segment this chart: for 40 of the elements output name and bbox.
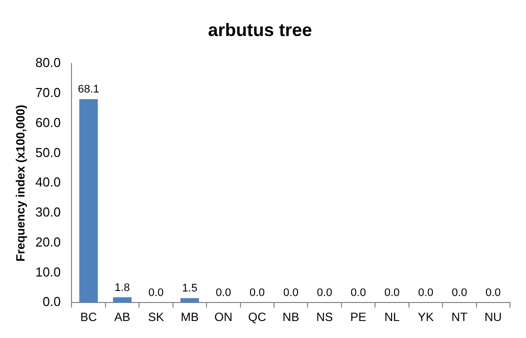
data-label: 1.5 [182,282,198,295]
data-label: 0.0 [384,287,400,300]
y-tick-label: 0.0 [42,294,61,310]
y-axis-title: Frequency index (x100,000) [14,104,28,262]
x-tick-label: NL [384,310,400,324]
data-label: 0.0 [452,287,468,300]
bar [113,297,132,303]
y-tick-label: 70.0 [35,85,61,100]
x-tick-label: NB [282,310,300,324]
x-tick-label: NS [316,310,333,324]
x-tick-label: SK [148,310,164,324]
data-label: 0.0 [418,287,434,300]
chart-title: arbutus tree [208,20,312,40]
x-tick-label: YK [418,310,434,324]
x-tick-label: MB [180,310,199,324]
data-label: 0.0 [216,287,232,300]
data-label: 68.1 [78,84,100,96]
data-label: 0.0 [148,287,164,300]
data-label: 0.0 [249,287,265,300]
x-tick-label: NU [484,310,502,324]
x-tick-label: ON [214,310,232,324]
y-tick-label: 40.0 [35,174,61,190]
y-tick-label: 10.0 [35,264,61,280]
data-label: 0.0 [350,287,366,300]
x-tick-label: QC [248,310,266,324]
x-tick-label: NT [451,310,468,324]
data-label: 1.8 [114,282,130,294]
x-tick-label: BC [80,310,98,324]
bar [180,298,199,303]
x-tick-label: AB [114,310,130,324]
bar [79,99,98,303]
y-tick-label: 50.0 [35,144,61,160]
y-tick-label: 80.0 [35,55,61,70]
data-label: 0.0 [316,287,332,300]
y-tick-label: 30.0 [35,204,61,220]
y-tick-label: 60.0 [35,114,61,130]
y-tick-label: 20.0 [35,234,61,250]
data-label: 0.0 [283,287,298,300]
data-label: 0.0 [485,287,501,300]
x-tick-label: PE [350,310,366,324]
